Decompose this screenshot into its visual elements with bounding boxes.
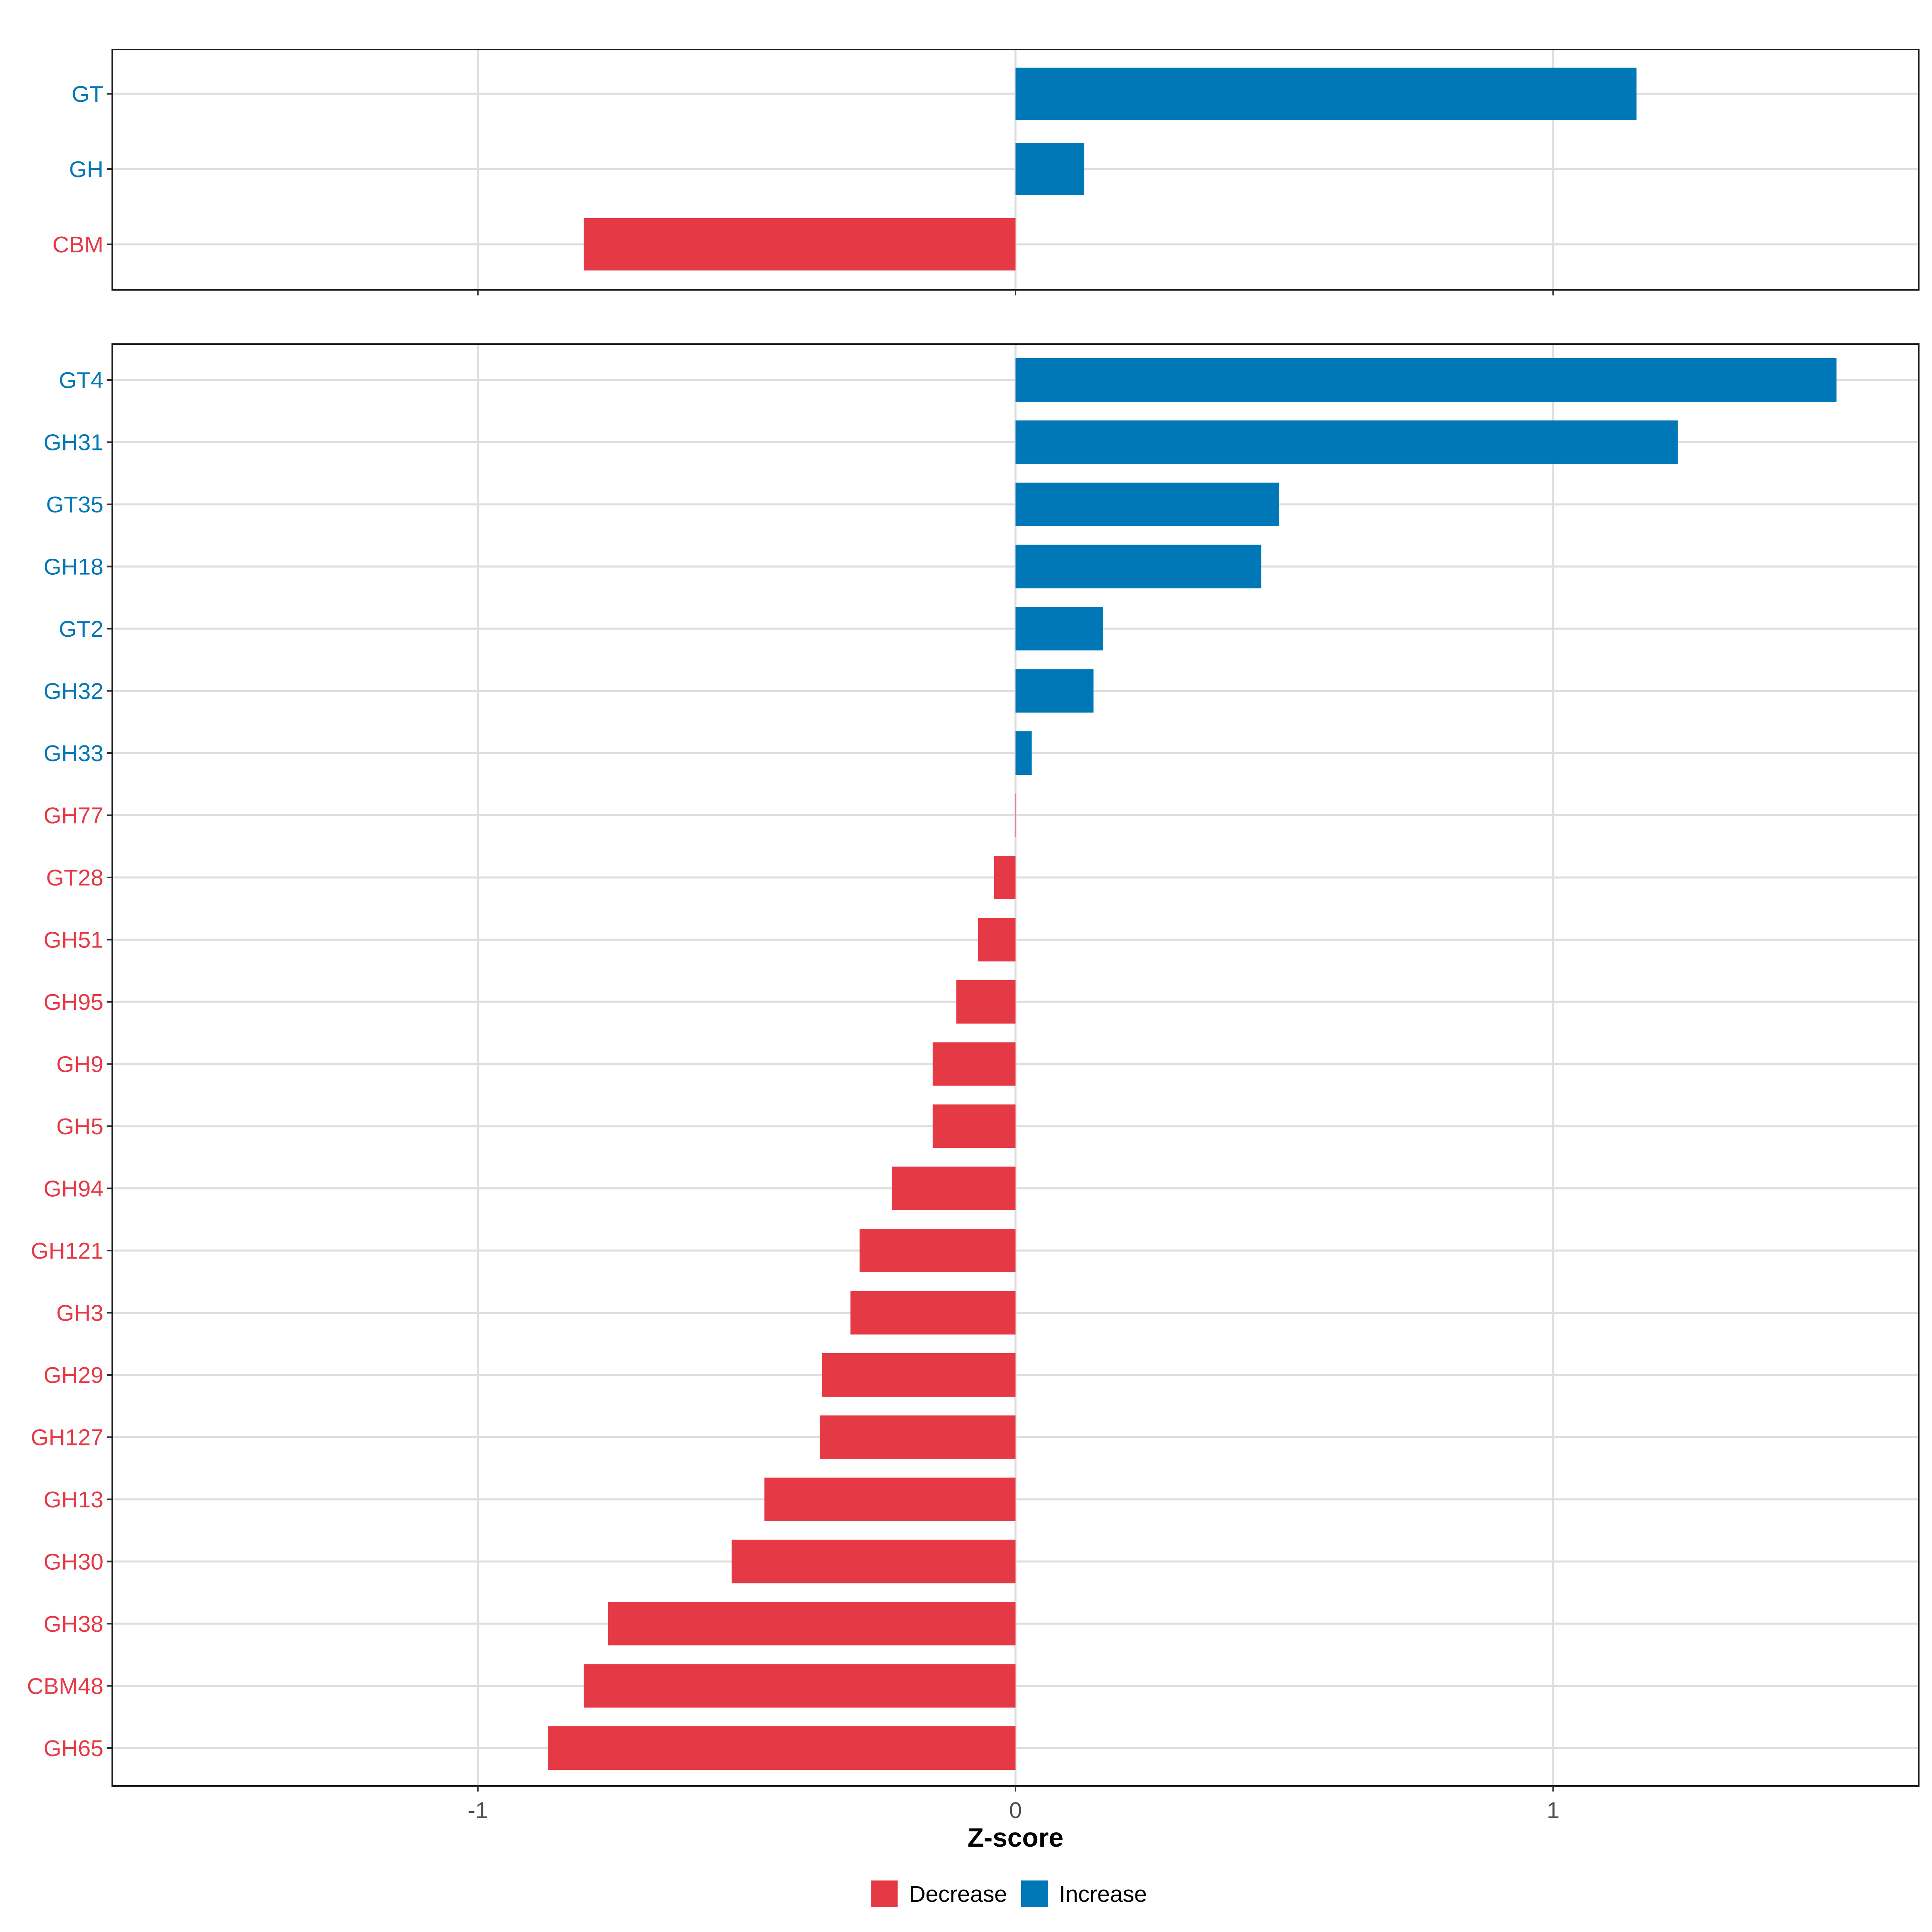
y-tick-label: GH13 <box>43 1487 103 1513</box>
y-tick-label: GH33 <box>43 741 103 766</box>
y-tick-label: CBM48 <box>27 1674 103 1699</box>
legend-label-increase: Increase <box>1059 1881 1147 1907</box>
y-tick-label: GT <box>72 81 103 107</box>
y-tick-label: GH65 <box>43 1736 103 1761</box>
bar-gh18 <box>1016 545 1261 588</box>
bar-gh <box>1016 143 1084 195</box>
y-tick-label: GT35 <box>46 492 103 518</box>
legend-swatch-increase <box>1021 1880 1048 1907</box>
panel-family: GT4 GH31 GT35 GH18 GT2 GH32 GH33 GH77 GT28 GH51 GH… <box>27 343 1920 1792</box>
bar-gh127 <box>819 1415 1016 1459</box>
x-axis-title: Z-score <box>968 1823 1063 1852</box>
x-tick-label: 0 <box>1009 1798 1022 1823</box>
y-tick-label: GH94 <box>43 1176 103 1202</box>
y-tick-label: GH127 <box>31 1425 103 1451</box>
bar-gh94 <box>892 1166 1016 1210</box>
y-tick-label: GH5 <box>56 1114 103 1139</box>
y-tick-label: GH95 <box>43 989 103 1015</box>
panel-class: GT GH CBM <box>52 49 1920 295</box>
y-tick-label: CBM <box>52 232 103 258</box>
x-tick-label: 1 <box>1547 1798 1560 1823</box>
bar-gh32 <box>1016 669 1094 713</box>
bar-gh51 <box>978 918 1016 962</box>
bar-gh30 <box>731 1540 1016 1583</box>
bar-gt <box>1016 68 1637 120</box>
y-tick-label: GT4 <box>59 367 103 393</box>
bar-gh31 <box>1016 420 1678 464</box>
bar-gh121 <box>859 1229 1016 1272</box>
bar-gt28 <box>994 856 1016 899</box>
legend-swatch-decrease <box>871 1880 898 1907</box>
y-tick-label: GH31 <box>43 430 103 456</box>
bar-gt2 <box>1016 607 1103 650</box>
bar-gh13 <box>764 1478 1016 1521</box>
bar-cbm48 <box>584 1664 1016 1708</box>
bar-gh38 <box>608 1602 1016 1645</box>
bar-gh3 <box>850 1291 1016 1335</box>
y-tick-label: GH51 <box>43 927 103 953</box>
bar-gt4 <box>1016 358 1837 402</box>
y-tick-label: GH3 <box>56 1300 103 1326</box>
y-tick-label: GH18 <box>43 554 103 580</box>
bar-gh33 <box>1016 731 1032 775</box>
y-tick-label: GH29 <box>43 1362 103 1388</box>
bar-gh95 <box>956 980 1016 1024</box>
legend-label-decrease: Decrease <box>909 1881 1007 1907</box>
y-tick-label: GH30 <box>43 1549 103 1575</box>
legend: Decrease Increase <box>871 1880 1147 1907</box>
y-tick-label: GH9 <box>56 1052 103 1077</box>
bar-gt35 <box>1016 483 1279 526</box>
bar-gh29 <box>822 1353 1016 1397</box>
y-tick-label: GT2 <box>59 616 103 642</box>
y-tick-label: GH32 <box>43 679 103 704</box>
bar-gh9 <box>933 1042 1016 1086</box>
y-tick-label: GT28 <box>46 865 103 891</box>
bar-gh5 <box>933 1104 1016 1148</box>
y-tick-label: GH38 <box>43 1611 103 1637</box>
y-tick-label: GH77 <box>43 803 103 829</box>
bar-gh65 <box>547 1726 1016 1770</box>
x-axis: -1 0 1 <box>468 1798 1560 1823</box>
y-tick-label: GH121 <box>31 1238 103 1264</box>
bar-cbm <box>584 218 1016 270</box>
x-tick-label: -1 <box>468 1798 488 1823</box>
y-tick-label: GH <box>69 157 104 182</box>
